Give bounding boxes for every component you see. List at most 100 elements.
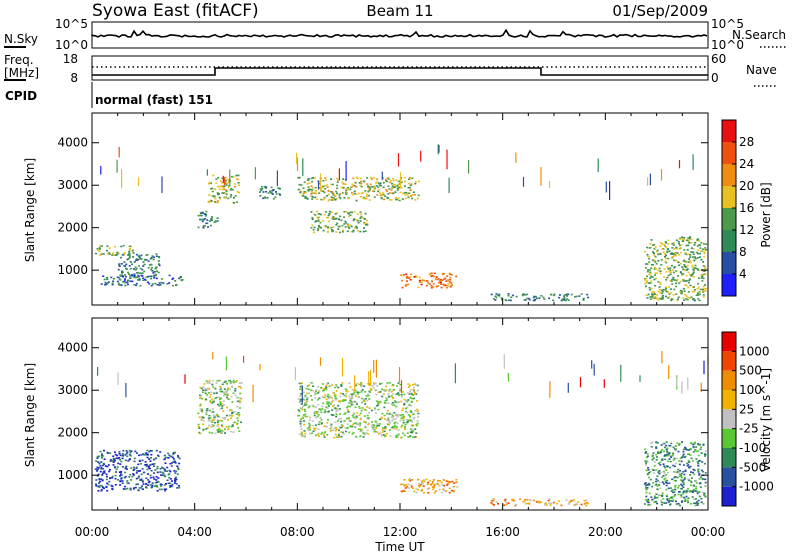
heatmap-cell xyxy=(322,180,325,182)
heatmap-cell xyxy=(379,418,382,421)
heatmap-cell xyxy=(150,469,153,472)
heatmap-cell xyxy=(561,299,564,301)
heatmap-cell xyxy=(430,484,432,486)
heatmap-cell xyxy=(123,281,126,284)
heatmap-cell xyxy=(230,409,233,412)
heatmap-cell xyxy=(660,476,663,479)
heatmap-cell xyxy=(645,263,648,265)
heatmap-cell xyxy=(654,255,657,258)
heatmap-cell xyxy=(216,220,219,222)
nsearch-tick-bottom: 10^0 xyxy=(711,38,744,52)
heatmap-cell xyxy=(228,409,231,412)
heatmap-cell xyxy=(697,499,700,502)
heatmap-cell xyxy=(682,450,685,453)
heatmap-cell xyxy=(351,414,354,417)
heatmap-cell xyxy=(490,293,493,296)
heatmap-cell xyxy=(231,412,233,415)
heatmap-cell xyxy=(160,483,163,486)
heatmap-cell xyxy=(228,398,231,401)
heatmap-cell xyxy=(168,454,171,457)
heatmap-cell xyxy=(686,239,689,242)
heatmap-cell xyxy=(524,294,527,296)
heatmap-cell xyxy=(351,194,354,196)
heatmap-cell xyxy=(299,422,302,425)
heatmap-cell xyxy=(544,503,547,506)
heatmap-cell xyxy=(327,405,330,407)
heatmap-cell xyxy=(351,183,354,186)
heatmap-cell xyxy=(423,279,426,282)
heatmap-cell xyxy=(684,280,687,282)
heatmap-cell xyxy=(150,284,153,287)
heatmap-cell xyxy=(172,453,175,456)
heatmap-cell xyxy=(656,479,659,482)
heatmap-cell xyxy=(661,481,664,483)
heatmap-cell xyxy=(305,387,308,390)
heatmap-cell xyxy=(671,298,674,301)
heatmap-cell xyxy=(304,396,307,398)
heatmap-cell xyxy=(397,185,400,188)
heatmap-cell xyxy=(697,298,700,300)
heatmap-cell xyxy=(685,295,688,297)
heatmap-cell xyxy=(104,283,107,286)
heatmap-cell xyxy=(563,296,566,299)
heatmap-cell xyxy=(116,454,119,457)
heatmap-cell xyxy=(676,248,679,250)
heatmap-cell xyxy=(679,247,682,249)
heatmap-cell xyxy=(223,388,226,390)
heatmap-cell xyxy=(336,408,339,411)
heatmap-cell xyxy=(374,430,377,433)
heatmap-cell xyxy=(101,457,103,459)
heatmap-cell xyxy=(669,288,672,290)
heatmap-cell xyxy=(692,271,695,274)
heatmap-cell xyxy=(689,236,691,238)
heatmap-cell xyxy=(397,392,400,395)
heatmap-cell xyxy=(176,465,179,467)
heatmap-cell xyxy=(362,197,365,199)
heatmap-cell xyxy=(138,279,141,281)
heatmap-cell xyxy=(665,271,668,273)
heatmap-cell xyxy=(219,180,222,182)
heatmap-cell xyxy=(206,394,209,396)
heatmap-cell xyxy=(321,408,324,410)
heatmap-cell xyxy=(580,293,583,295)
heatmap-cell xyxy=(428,479,431,482)
heatmap-cell xyxy=(394,401,397,403)
heatmap-cell xyxy=(219,402,222,405)
heatmap-cell xyxy=(358,406,361,409)
beam-title: Beam 11 xyxy=(366,2,433,20)
heatmap-cell xyxy=(299,388,302,390)
heatmap-cell xyxy=(134,450,137,453)
heatmap-cell xyxy=(352,177,355,180)
heatmap-cell xyxy=(666,251,669,254)
heatmap-cell xyxy=(98,478,101,481)
heatmap-cell xyxy=(681,500,684,502)
heatmap-cell xyxy=(437,278,440,280)
heatmap-cell xyxy=(154,273,157,276)
heatmap-cell xyxy=(662,470,665,473)
heatmap-cell xyxy=(167,473,170,476)
heatmap-cell xyxy=(455,478,458,481)
heatmap-cell xyxy=(123,253,126,256)
heatmap-cell xyxy=(566,295,568,297)
heatmap-cell xyxy=(703,462,706,465)
heatmap-cell xyxy=(679,470,682,472)
heatmap-cell xyxy=(698,491,701,493)
heatmap-cell xyxy=(156,467,159,470)
heatmap-cell xyxy=(674,479,677,482)
heatmap-cell xyxy=(438,485,441,487)
heatmap-cell xyxy=(209,409,211,412)
heatmap-cell xyxy=(651,498,654,501)
heatmap-cell xyxy=(99,254,102,256)
heatmap-cell xyxy=(221,407,224,409)
heatmap-cell xyxy=(314,196,317,199)
heatmap-cell xyxy=(701,275,704,278)
heatmap-cell xyxy=(344,399,347,401)
heatmap-cell xyxy=(323,196,326,199)
heatmap-cell xyxy=(645,499,648,501)
heatmap-cell xyxy=(124,284,127,287)
heatmap-cell xyxy=(379,401,382,404)
heatmap-cell xyxy=(178,457,181,460)
heatmap-cell xyxy=(361,407,364,409)
